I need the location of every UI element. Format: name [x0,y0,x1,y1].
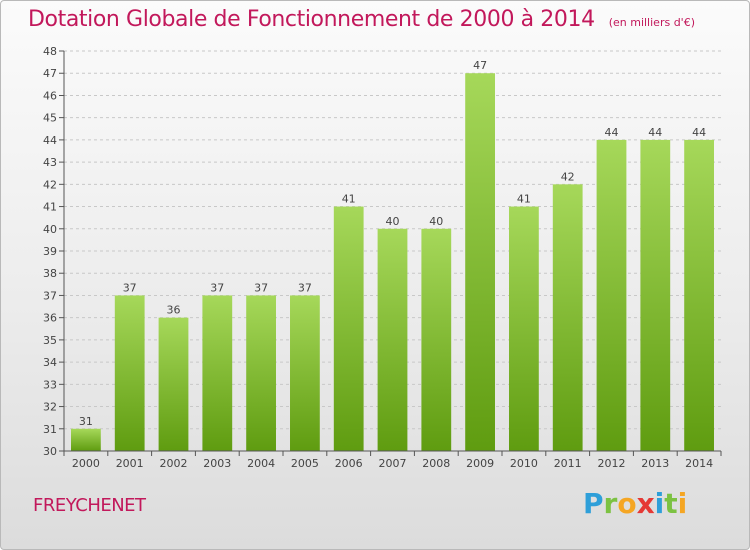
data-label-2003: 37 [210,281,224,294]
x-tick-label: 2001 [116,457,144,470]
x-tick-label: 2005 [291,457,319,470]
y-tick-label: 31 [43,423,57,436]
chart-subtitle: (en milliers d'€) [608,16,695,29]
commune-name: FREYCHENET [33,495,146,516]
y-tick-label: 34 [43,356,57,369]
data-label-2005: 37 [298,281,312,294]
logo-letter: r [603,487,618,520]
data-label-2002: 36 [167,304,181,317]
logo-letter: i [654,487,665,520]
data-label-2012: 44 [605,126,619,139]
x-tick-label: 2009 [466,457,494,470]
logo-letter: t [664,487,678,520]
bar-2009[interactable] [465,73,495,451]
data-labels: 31 37 36 37 37 37 41 40 40 47 41 42 44 44 44 [79,59,706,428]
y-tick-label: 41 [43,201,57,214]
y-tick-label: 42 [43,178,57,191]
x-tick-label: 2004 [247,457,275,470]
bar-2001[interactable] [114,295,145,451]
y-tick-label: 46 [43,89,57,102]
logo-letter: x [636,487,655,520]
y-tick-label: 38 [43,267,57,280]
y-tick-label: 48 [43,45,57,58]
bar-2011[interactable] [552,184,583,452]
bar-2014[interactable] [684,139,714,451]
y-tick-label: 39 [43,245,57,258]
bar-2008[interactable] [421,228,452,451]
logo-letter: i [677,487,688,520]
x-tick-label: 2013 [641,457,669,470]
bar-2004[interactable] [246,295,276,451]
chart-title: Dotation Globale de Fonctionnement de 20… [28,7,595,32]
bar-2003[interactable] [202,295,233,451]
data-label-2007: 40 [386,215,400,228]
y-tick-label: 35 [43,334,57,347]
y-tick-label: 37 [43,289,57,302]
bar-2006[interactable] [333,206,364,451]
x-tick-label: 2014 [685,457,713,470]
y-tick-label: 43 [43,156,57,169]
data-label-2008: 40 [429,215,443,228]
data-label-2013: 44 [648,126,662,139]
bar-2010[interactable] [509,206,539,451]
y-tick-label: 40 [43,223,57,236]
axes: 30 31 32 33 34 35 36 37 38 39 40 41 42 43 44 45 46 47 48 20… [43,45,722,470]
y-tick-label: 32 [43,401,57,414]
data-label-2010: 41 [517,193,531,206]
logo-letter: o [617,487,637,520]
data-label-2014: 44 [692,126,706,139]
bar-2002[interactable] [158,317,189,451]
y-tick-label: 30 [43,445,57,458]
bar-2013[interactable] [640,139,671,451]
logo-letter: P [583,487,604,520]
x-tick-label: 2008 [422,457,450,470]
bar-2005[interactable] [290,295,320,451]
x-tick-label: 2011 [554,457,582,470]
x-tick-label: 2012 [598,457,626,470]
data-label-2001: 37 [123,281,137,294]
data-label-2000: 31 [79,415,93,428]
data-label-2006: 41 [342,193,356,206]
bar-2000[interactable] [71,428,101,451]
bar-2012[interactable] [596,139,627,451]
y-tick-label: 47 [43,67,57,80]
bar-2007[interactable] [377,228,408,451]
x-tick-label: 2006 [335,457,363,470]
y-tick-label: 33 [43,378,57,391]
data-label-2004: 37 [254,281,268,294]
x-tick-label: 2010 [510,457,538,470]
y-tick-label: 36 [43,312,57,325]
bars [71,73,714,452]
x-tick-label: 2003 [203,457,231,470]
data-label-2011: 42 [561,170,575,183]
y-tick-label: 44 [43,134,57,147]
x-tick-label: 2002 [160,457,188,470]
proxiti-logo[interactable]: Proxiti [583,487,687,520]
title-line: Dotation Globale de Fonctionnement de 20… [28,7,695,32]
y-tick-label: 45 [43,112,57,125]
x-tick-label: 2007 [379,457,407,470]
x-tick-label: 2000 [72,457,100,470]
data-label-2009: 47 [473,59,487,72]
